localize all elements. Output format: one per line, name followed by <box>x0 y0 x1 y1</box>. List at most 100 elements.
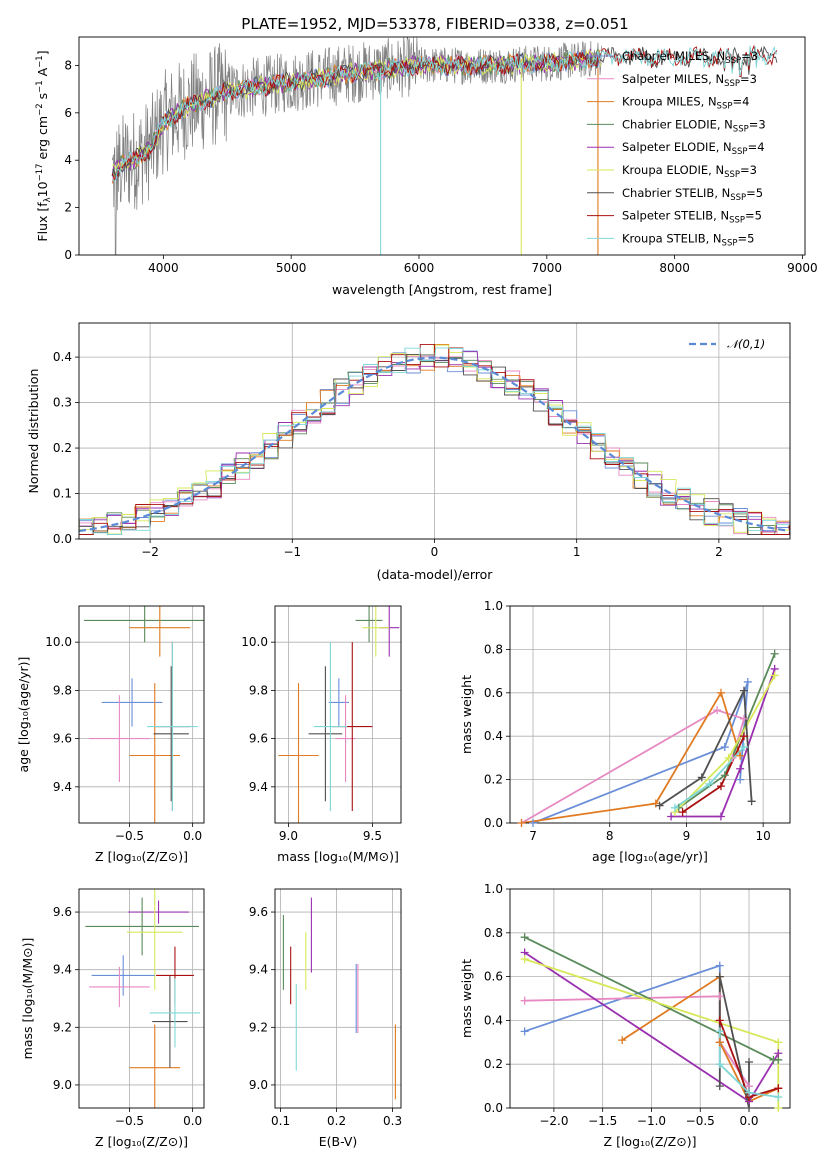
y-tick-label: 6 <box>64 106 72 120</box>
y-tick-label: 10.0 <box>241 635 268 649</box>
weight-marker <box>667 812 676 821</box>
y-tick-label: 9.6 <box>53 732 72 746</box>
x-tick-label: 8000 <box>659 261 690 275</box>
weight-marker <box>618 1036 627 1045</box>
x-axis-label: Z [log₁₀(Z/Z⊙)] <box>95 1134 188 1149</box>
weight-marker <box>770 649 779 658</box>
legend-label: Chabrier STELIB, NSSP=5 <box>622 186 763 203</box>
x-tick-label: 0.0 <box>183 829 202 843</box>
model-line-kroupa-stelib <box>112 45 778 183</box>
x-tick-label: 5000 <box>276 261 307 275</box>
weight-marker <box>715 972 724 981</box>
x-tick-label: 7 <box>529 829 537 843</box>
weight-marker <box>705 779 714 788</box>
y-axis-label: mass weight <box>459 675 474 754</box>
x-tick-label: 0.2 <box>327 1114 346 1128</box>
y-tick-label: 0.3 <box>53 396 72 410</box>
weight-marker <box>736 764 745 773</box>
y-tick-label: 9.6 <box>53 905 72 919</box>
legend-label: Salpeter MILES, NSSP=3 <box>622 72 757 89</box>
axes-frame <box>274 605 402 824</box>
x-axis-label: age [log₁₀(age/yr)] <box>592 849 708 864</box>
weight-marker <box>713 706 722 715</box>
weight-marker <box>715 1082 724 1091</box>
y-tick-label: 0.2 <box>484 1057 503 1071</box>
weight-marker <box>715 1027 724 1036</box>
legend-label: Salpeter ELODIE, NSSP=4 <box>622 140 765 157</box>
plot-area <box>85 889 201 1108</box>
x-axis-label: mass [log₁₀(M/M⊙)] <box>277 849 399 864</box>
weight-marker <box>670 803 679 812</box>
weight-marker <box>520 955 529 964</box>
weight-line-salpeter-miles <box>524 995 750 1087</box>
x-tick-label: −1.5 <box>588 1114 617 1128</box>
weight-line-chabrier-elodie <box>678 653 776 809</box>
x-axis-label: Z [log₁₀(Z/Z⊙)] <box>604 1134 697 1149</box>
x-tick-label: −1.0 <box>637 1114 666 1128</box>
x-axis-label: E(B-V) <box>319 1134 358 1149</box>
x-axis-label: wavelength [Angstrom, rest frame] <box>332 282 552 297</box>
weight-marker <box>715 1038 724 1047</box>
weight-marker <box>736 775 745 784</box>
y-tick-label: 0 <box>64 248 72 262</box>
y-tick-label: 1.0 <box>484 882 503 896</box>
x-tick-label: 7000 <box>532 261 563 275</box>
weight-marker <box>715 992 724 1001</box>
y-tick-label: 0.6 <box>484 686 503 700</box>
y-tick-label: 10.0 <box>45 635 72 649</box>
y-tick-label: 0.8 <box>484 642 503 656</box>
y-tick-label: 0.1 <box>53 487 72 501</box>
panel-age-vs-mass: 9.0 9.5 9.4 9.6 9.8 10.0 mass [log₁₀(M/M⊙)] <box>241 605 402 864</box>
weight-marker <box>520 933 529 942</box>
legend-label: Kroupa MILES, NSSP=4 <box>622 95 749 112</box>
y-tick-label: 9.8 <box>249 683 268 697</box>
y-tick-label: 0.4 <box>484 729 503 743</box>
x-tick-label: 6000 <box>404 261 435 275</box>
weight-line-chabrier-stelib <box>659 687 753 807</box>
x-tick-label: 8 <box>606 829 614 843</box>
y-tick-label: 0.4 <box>484 1013 503 1027</box>
weight-marker <box>716 782 725 791</box>
y-axis-label: Normed distribution <box>26 369 41 494</box>
weight-marker <box>655 801 664 810</box>
y-tick-label: 9.4 <box>249 780 268 794</box>
y-tick-label: 2 <box>64 201 72 215</box>
legend-label: Chabrier MILES, NSSP=3 <box>622 49 758 66</box>
y-tick-label: 9.4 <box>249 963 268 977</box>
y-tick-label: 9.6 <box>249 732 268 746</box>
y-tick-label: 0.2 <box>53 441 72 455</box>
y-tick-label: 9.6 <box>249 905 268 919</box>
panel-weight-vs-age: 7 8 9 10 0.0 0.2 0.4 0.6 0.8 1.0 age [log₁₀(age/yr… <box>459 599 791 864</box>
x-axis-label: (data-model)/error <box>377 567 494 582</box>
weight-marker <box>678 808 687 817</box>
y-tick-label: 4 <box>64 153 72 167</box>
y-axis-label: age [log₁₀(age/yr)] <box>16 657 31 773</box>
x-tick-label: 9 <box>683 829 691 843</box>
y-tick-label: 0.8 <box>484 926 503 940</box>
weight-line-kroupa-miles <box>521 690 741 823</box>
weight-marker <box>715 1016 724 1025</box>
axes-frame <box>509 605 791 824</box>
x-tick-label: 9000 <box>787 261 818 275</box>
weight-marker <box>745 1058 754 1067</box>
weight-marker <box>739 714 748 723</box>
x-tick-label: −0.5 <box>686 1114 715 1128</box>
x-tick-label: 9.5 <box>363 829 382 843</box>
weight-marker <box>520 996 529 1005</box>
weight-marker <box>774 1104 783 1112</box>
histogram-chabrier-elodie <box>79 354 790 535</box>
weight-marker <box>520 1027 529 1036</box>
weight-line-salpeter-miles <box>521 709 746 823</box>
plot-area <box>84 606 204 823</box>
x-tick-label: 10 <box>756 829 771 843</box>
axes-frame <box>509 888 791 1109</box>
x-tick-label: 0.0 <box>739 1114 758 1128</box>
panel-mass-vs-Z: −0.5 0.0 9.0 9.2 9.4 9.6 Z [log₁₀(Z/Z⊙)] mass [… <box>20 888 205 1149</box>
plot-area <box>278 606 400 823</box>
axes-frame <box>78 888 205 1109</box>
axes-frame <box>274 888 402 1109</box>
x-tick-label: 1 <box>573 545 581 559</box>
panel-residuals: −2 −1 0 1 2 0.0 0.1 0.2 0.3 0.4 𝒩(0,1) (data-model)… <box>26 322 791 582</box>
y-tick-label: 0.0 <box>53 532 72 546</box>
x-tick-label: 0.0 <box>183 1114 202 1128</box>
